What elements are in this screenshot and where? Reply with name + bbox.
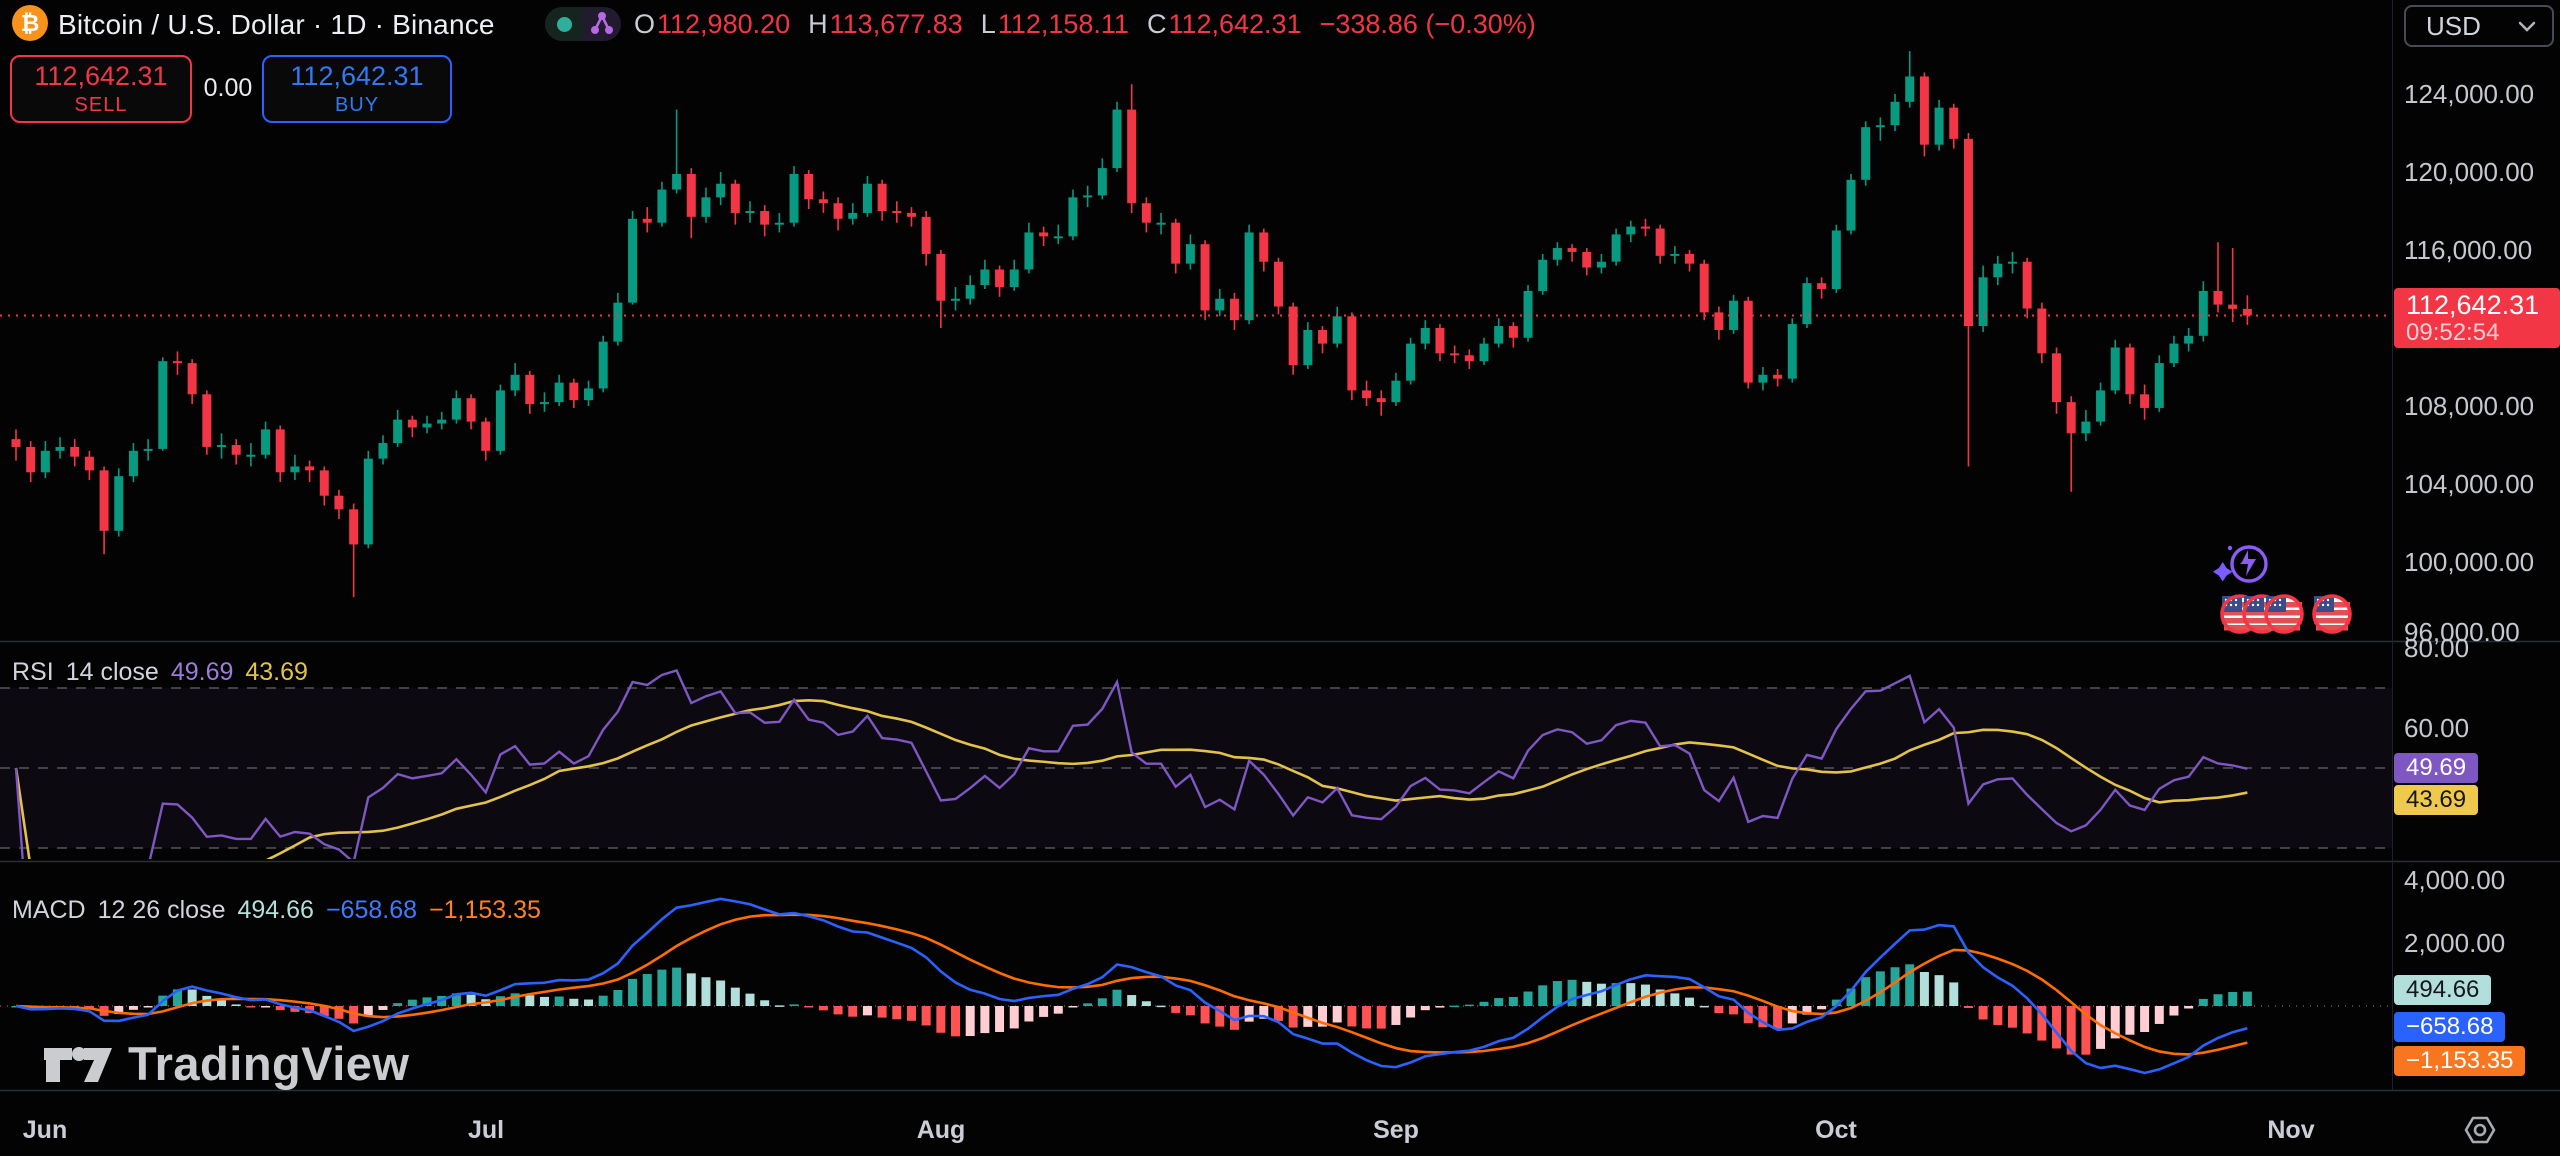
- spread-value: 0.00: [203, 74, 253, 102]
- status-dot-icon: [545, 7, 583, 41]
- macd-value-badge: 494.66: [2394, 975, 2492, 1005]
- price-tick-label: 116,000.00: [2404, 235, 2533, 265]
- time-tick-label: Jul: [467, 1116, 505, 1144]
- open-value: 112,980.20: [657, 9, 791, 39]
- settings-gear-icon[interactable]: [2460, 1110, 2500, 1150]
- rsi-tick-label: 80.00: [2404, 633, 2470, 663]
- macd-tick-label: 2,000.00: [2404, 928, 2506, 958]
- badge-price: 112,642.31: [2406, 290, 2540, 320]
- low-value: 112,158.11: [997, 9, 1129, 39]
- time-tick-label: Aug: [916, 1116, 966, 1144]
- macd-pane: [0, 897, 2392, 1075]
- time-tick-label: Sep: [1373, 1116, 1419, 1144]
- close-value: 112,642.31: [1168, 9, 1302, 39]
- symbol-title: Bitcoin / U.S. Dollar · 1D · Binance: [58, 9, 495, 40]
- time-tick-label: Oct: [1815, 1116, 1857, 1144]
- sell-price: 112,642.31: [34, 61, 168, 92]
- price-tick-label: 96,000.00: [2404, 617, 2520, 647]
- price-tick-label: 100,000.00: [2404, 547, 2535, 577]
- us-flag-event-icons[interactable]: [2216, 590, 2356, 638]
- change-value: −338.86 (−0.30%): [1319, 9, 1536, 39]
- price-tick-label: 104,000.00: [2404, 469, 2535, 499]
- macd-line-value: −658.68: [325, 896, 418, 924]
- tradingview-watermark: TradingView: [44, 1036, 410, 1091]
- rsi-value: 49.69: [170, 658, 234, 686]
- ohlc-readout: O 112,980.20 H 113,677.83 L 112,158.11 C 112…: [634, 9, 1536, 39]
- current-price-badge: 112,642.31 09:52:54: [2394, 288, 2560, 348]
- macd-line: [15, 897, 2248, 1075]
- bitcoin-icon: ₿: [12, 5, 48, 41]
- buy-price: 112,642.31: [290, 61, 424, 92]
- bar-close-countdown: 09:52:54: [2406, 319, 2500, 347]
- chevron-down-icon: [2518, 21, 2536, 32]
- rsi-ma-line: [14, 699, 2248, 859]
- tradingview-logo-icon: [44, 1046, 112, 1082]
- macd-signal-value: −1,153.35: [429, 896, 541, 924]
- macd-title: MACD: [12, 896, 86, 924]
- time-tick-label: Jun: [22, 1116, 68, 1144]
- macd-tick-label: 4,000.00: [2404, 865, 2506, 895]
- price-tick-label: 108,000.00: [2404, 391, 2535, 421]
- high-value: 113,677.83: [829, 9, 963, 39]
- rsi-tick-label: 60.00: [2404, 713, 2470, 743]
- macd-signal-line: [15, 913, 2248, 1056]
- macd-hist-value: 494.66: [237, 896, 314, 924]
- rsi-title: RSI: [12, 658, 54, 686]
- rsi-pane: [0, 669, 2392, 859]
- rsi-value-badge: 49.69: [2394, 753, 2479, 783]
- indicator-share-pill[interactable]: [545, 7, 621, 41]
- macd-value-badge: −658.68: [2394, 1012, 2506, 1042]
- events-lightning-icon[interactable]: [2204, 540, 2294, 596]
- time-tick-label: Nov: [2267, 1116, 2315, 1144]
- macd-params: 12 26 close: [97, 896, 226, 924]
- currency-selector[interactable]: USD: [2404, 5, 2554, 47]
- sell-button[interactable]: 112,642.31 SELL: [10, 55, 192, 123]
- price-tick-label: 124,000.00: [2404, 79, 2535, 109]
- macd-value-badge: −1,153.35: [2394, 1046, 2526, 1076]
- candles-layer: [11, 51, 2252, 598]
- price-tick-label: 120,000.00: [2404, 157, 2535, 187]
- rsi-header[interactable]: RSI 14 close 49.69 43.69: [12, 658, 308, 687]
- rsi-line: [14, 669, 2248, 859]
- share-icon[interactable]: [583, 7, 621, 41]
- rsi-ma-value: 43.69: [245, 658, 308, 686]
- buy-button[interactable]: 112,642.31 BUY: [262, 55, 452, 123]
- rsi-params: 14 close: [65, 658, 159, 686]
- rsi-value-badge: 43.69: [2394, 785, 2479, 815]
- macd-header[interactable]: MACD 12 26 close 494.66 −658.68 −1,153.3…: [12, 896, 541, 925]
